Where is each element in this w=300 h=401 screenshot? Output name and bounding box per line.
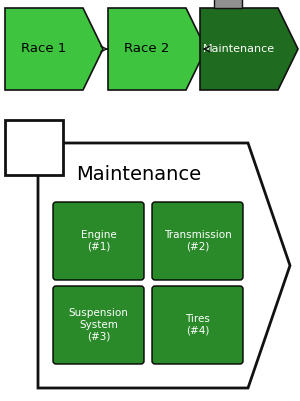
Text: Tires
(#4): Tires (#4) [185, 314, 210, 336]
Text: Maintenance: Maintenance [203, 44, 275, 54]
Bar [214, 0, 242, 8]
Polygon shape [200, 8, 298, 90]
FancyBboxPatch shape [152, 286, 243, 364]
Text: Maintenance: Maintenance [76, 166, 201, 184]
Polygon shape [108, 8, 206, 90]
Text: Race 1: Race 1 [21, 43, 67, 55]
Text: Race 2: Race 2 [124, 43, 170, 55]
Text: Engine
(#1): Engine (#1) [81, 230, 116, 252]
Text: Transmission
(#2): Transmission (#2) [164, 230, 231, 252]
Text: Suspension
System
(#3): Suspension System (#3) [69, 308, 128, 342]
Polygon shape [5, 8, 103, 90]
FancyBboxPatch shape [152, 202, 243, 280]
FancyBboxPatch shape [53, 286, 144, 364]
FancyBboxPatch shape [53, 202, 144, 280]
Polygon shape [38, 143, 290, 388]
Bar [5, 120, 63, 175]
